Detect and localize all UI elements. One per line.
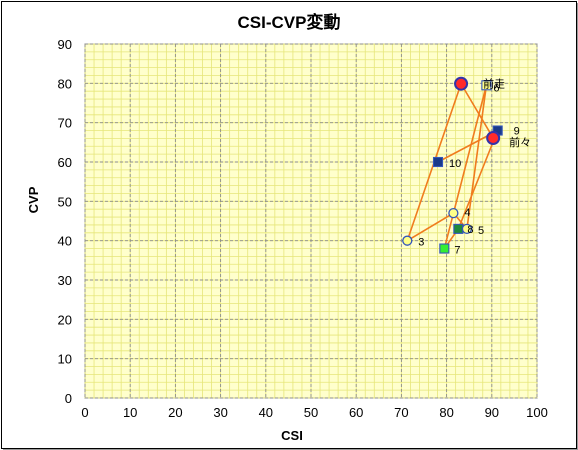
data-point-label: 前走 bbox=[483, 77, 505, 91]
y-tick-label: 80 bbox=[58, 76, 72, 91]
data-point-marker bbox=[486, 131, 501, 146]
y-tick-label: 10 bbox=[58, 352, 72, 367]
x-tick-label: 40 bbox=[259, 405, 273, 420]
x-tick-label: 0 bbox=[81, 405, 88, 420]
y-tick-label: 90 bbox=[58, 37, 72, 52]
data-point-marker bbox=[439, 243, 450, 254]
y-tick-label: 40 bbox=[58, 234, 72, 249]
x-tick-label: 10 bbox=[123, 405, 137, 420]
x-tick-label: 70 bbox=[394, 405, 408, 420]
x-tick-label: 60 bbox=[349, 405, 363, 420]
x-tick-label: 100 bbox=[526, 405, 548, 420]
data-point-marker bbox=[481, 80, 492, 91]
data-point-label: 3 bbox=[418, 237, 424, 249]
data-point-label: 4 bbox=[464, 207, 470, 219]
x-tick-labels: 0 10 20 30 40 50 60 70 80 90 100 bbox=[81, 405, 547, 420]
point-labels: 前々 前走 3 45 6 78 9 10 bbox=[418, 77, 531, 257]
x-tick-label: 90 bbox=[485, 405, 499, 420]
x-axis-label: CSI bbox=[281, 428, 303, 443]
x-tick-label: 80 bbox=[439, 405, 453, 420]
y-tick-label: 60 bbox=[58, 155, 72, 170]
y-tick-label: 0 bbox=[65, 391, 72, 406]
x-tick-label: 50 bbox=[304, 405, 318, 420]
chart-title: CSI-CVP変動 bbox=[238, 12, 341, 32]
data-markers bbox=[402, 76, 503, 254]
data-point-marker bbox=[432, 156, 444, 168]
y-tick-label: 50 bbox=[58, 194, 72, 209]
data-point-label: 9 bbox=[514, 126, 520, 138]
data-point-label: 5 bbox=[478, 225, 484, 237]
data-point-label: 10 bbox=[449, 158, 461, 170]
data-point-marker bbox=[454, 76, 469, 91]
y-tick-label: 70 bbox=[58, 116, 72, 131]
data-point-marker bbox=[453, 223, 464, 234]
major-gridlines bbox=[84, 43, 538, 399]
y-tick-label: 20 bbox=[58, 312, 72, 327]
data-point-label: 8 bbox=[467, 224, 473, 236]
data-point-label: 7 bbox=[454, 245, 460, 257]
y-tick-labels: 0 10 20 30 40 50 60 70 80 90 bbox=[58, 37, 72, 406]
data-point-label: 6 bbox=[493, 82, 499, 94]
data-point-marker bbox=[402, 235, 413, 246]
x-tick-label: 30 bbox=[213, 405, 227, 420]
data-point-marker bbox=[461, 223, 473, 235]
y-tick-label: 30 bbox=[58, 273, 72, 288]
x-tick-label: 20 bbox=[168, 405, 182, 420]
data-point-marker bbox=[448, 207, 459, 219]
y-axis-label: CVP bbox=[26, 186, 41, 213]
data-point-label: 前々 bbox=[509, 135, 531, 149]
